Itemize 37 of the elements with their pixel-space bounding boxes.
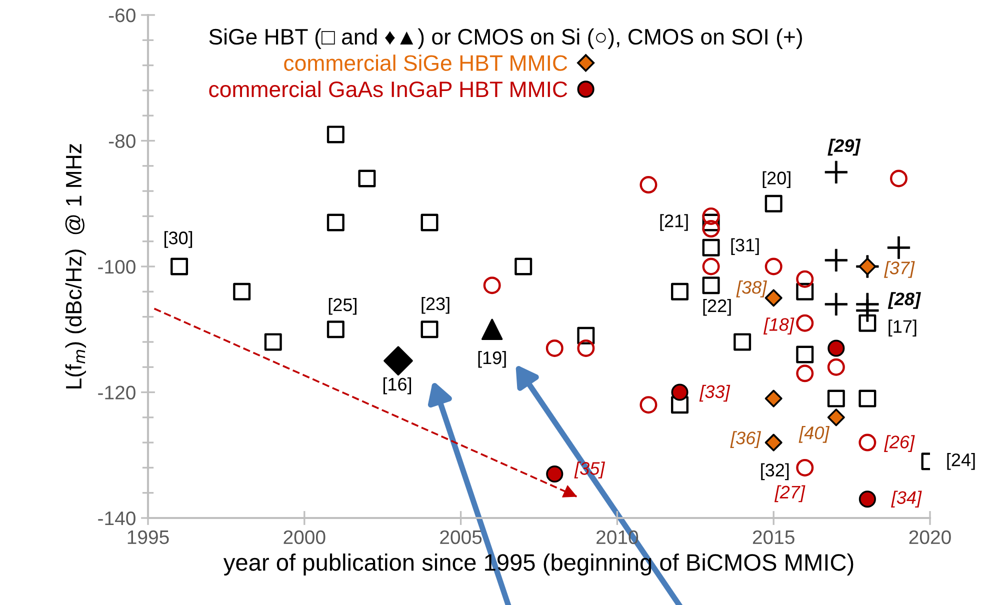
annotation: [23]: [422, 296, 450, 314]
annotation: [25]: [328, 298, 356, 315]
x-tick-label: 2005: [440, 530, 482, 544]
annotation: [33]: [699, 384, 730, 402]
annotation: [24]: [947, 452, 975, 470]
annotation: [26]: [884, 435, 915, 452]
y-tick-label: -80: [108, 134, 136, 148]
legend-title: SiGe HBT (□ and ♦▲) or CMOS on Si (○), CMOS on SOI (+): [209, 28, 802, 50]
x-tick-label: 2000: [284, 530, 326, 544]
annotation: [31]: [731, 238, 759, 256]
annotation: [38]: [736, 280, 768, 298]
y-tick-label: -100: [98, 260, 136, 274]
annotation: [17]: [888, 320, 916, 337]
annotation: [21]: [660, 214, 688, 231]
y-tick-label: -120: [98, 386, 136, 400]
annotation: [34]: [891, 490, 922, 508]
annotation: [40]: [798, 426, 830, 443]
annotation: [28]: [888, 292, 921, 309]
x-tick-label: 1995: [128, 530, 169, 544]
legend-label: commercial SiGe HBT MMIC: [284, 54, 568, 71]
annotation: [20]: [762, 171, 790, 188]
annotation: [19]: [478, 350, 506, 368]
annotation: [16]: [383, 377, 412, 394]
legend-label: commercial GaAs InGaP HBT MMIC: [209, 80, 568, 98]
annotation: [27]: [774, 485, 806, 502]
annotation: [30]: [164, 231, 192, 248]
annotation: [18]: [763, 318, 794, 335]
annotation: [32]: [761, 463, 789, 480]
x-tick-label: 2015: [752, 530, 794, 544]
y-axis-title: L(f$_{m}$) (dBc/Hz) @ 1 MHz: [65, 144, 86, 388]
annotation: [22]: [703, 298, 731, 316]
x-tick-label: 2020: [909, 530, 951, 544]
annotation: [29]: [828, 138, 861, 156]
annotation: [36]: [730, 431, 762, 448]
annotation: [37]: [884, 261, 915, 278]
y-tick-label: -140: [98, 511, 136, 526]
y-tick-label: -60: [108, 8, 136, 22]
